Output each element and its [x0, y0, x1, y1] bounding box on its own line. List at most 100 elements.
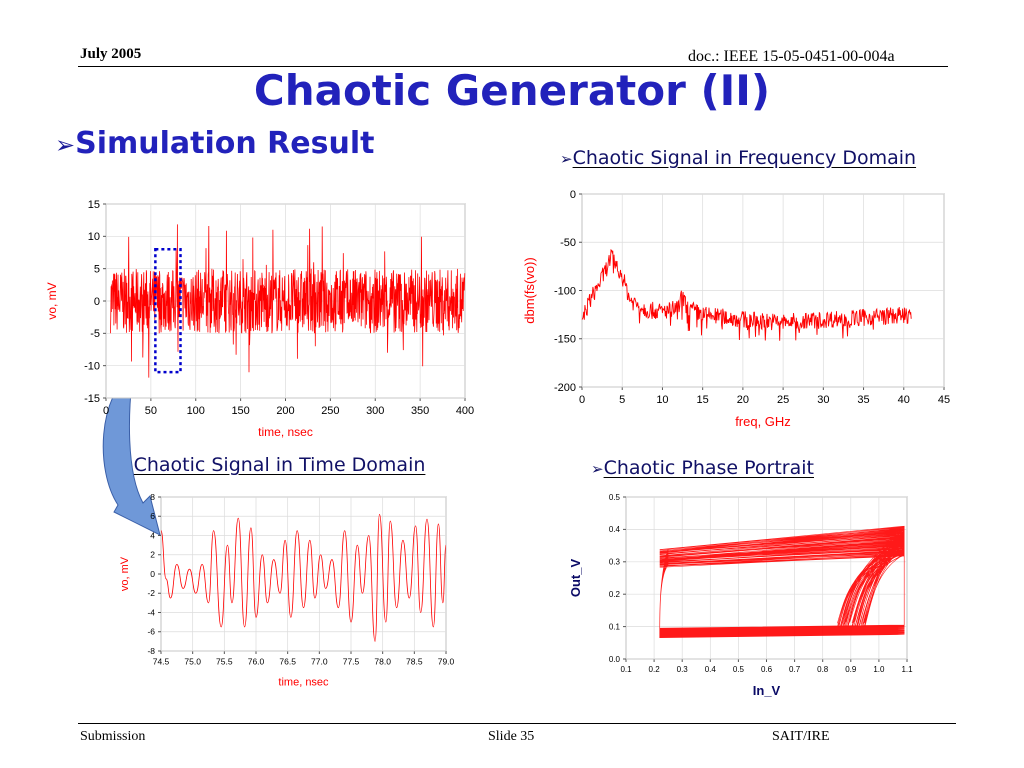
time_zoom-ytick-label: -8 [147, 646, 155, 656]
time_zoom-xtick-label: 74.5 [153, 657, 170, 667]
zoom-highlight-box [154, 248, 182, 374]
subtitle-text: Simulation Result [75, 126, 375, 161]
time_overview-ytick-label: 5 [94, 264, 100, 276]
time_overview-xtick-label: 100 [187, 405, 205, 417]
time_zoom-ytick-label: -6 [147, 627, 155, 637]
freq_domain-xtick-label: 0 [579, 394, 585, 406]
phase_portrait-ytick-label: 0.5 [609, 493, 621, 502]
header-date: July 2005 [80, 46, 142, 62]
time_zoom-ytick-label: 8 [150, 492, 155, 502]
time_overview-ytick-label: -10 [84, 361, 100, 373]
time_zoom-xtick-label: 76.5 [279, 657, 296, 667]
freq_domain-xtick-label: 20 [737, 394, 749, 406]
time_overview-ytick-label: -15 [84, 393, 100, 405]
time_overview-chart [103, 203, 466, 401]
freq_domain-xtick-label: 5 [619, 394, 625, 406]
time_zoom-xlabel: time, nsec [278, 677, 329, 689]
time_zoom-xtick-label: 77.0 [311, 657, 328, 667]
freq_domain-ytick-label: -150 [554, 334, 576, 346]
time_overview-ytick-label: 0 [94, 296, 100, 308]
phase_portrait-ytick-label: 0.0 [609, 655, 621, 664]
slide-title: Chaotic Generator (II) [253, 66, 771, 115]
phase_portrait-xtick-label: 0.8 [817, 665, 829, 674]
bullet-arrow-icon: ➢ [55, 131, 76, 159]
footer-left: Submission [80, 729, 146, 744]
freq_domain-xtick-label: 10 [656, 394, 668, 406]
phase_portrait-xtick-label: 0.4 [705, 665, 717, 674]
phase_portrait-ytick-label: 0.1 [609, 622, 621, 631]
time_zoom-xtick-label: 79.0 [438, 657, 455, 667]
time_overview-ylabel: vo, mV [45, 282, 59, 319]
time_overview-xtick-label: 400 [456, 405, 474, 417]
time_zoom-ytick-label: -4 [147, 607, 155, 617]
freq_domain-xtick-label: 25 [777, 394, 789, 406]
time_overview-ytick-label: 10 [88, 231, 100, 243]
freq_domain-ytick-label: 0 [570, 189, 576, 201]
phase_portrait-xtick-label: 1.1 [901, 665, 913, 674]
phase_portrait-xlabel: In_V [753, 683, 781, 698]
time_zoom-ytick-label: 2 [150, 550, 155, 560]
time-zoom-series [160, 513, 447, 642]
bullet-arrow-icon: ➢ [591, 460, 604, 478]
freq_domain-xtick-label: 15 [697, 394, 709, 406]
phase_portrait-xtick-label: 0.3 [677, 665, 689, 674]
time_zoom-xtick-label: 77.5 [343, 657, 360, 667]
time_zoom-xtick-label: 78.0 [374, 657, 391, 667]
phase_portrait-xtick-label: 0.7 [789, 665, 801, 674]
phase_portrait-xtick-label: 0.9 [845, 665, 857, 674]
time_overview-xtick-label: 200 [276, 405, 294, 417]
time_zoom-chart [158, 496, 447, 654]
footer-rule [78, 723, 956, 724]
footer-center: Slide 35 [488, 729, 535, 744]
time_overview-xtick-label: 150 [231, 405, 249, 417]
phase_portrait-ytick-label: 0.4 [609, 525, 621, 534]
caption-phase-text: Chaotic Phase Portrait [603, 457, 814, 479]
time_overview-xtick-label: 300 [366, 405, 384, 417]
phase_portrait-xtick-label: 0.1 [620, 665, 632, 674]
freq_domain-xtick-label: 35 [857, 394, 869, 406]
caption-freq: ➢Chaotic Signal in Frequency Domain [560, 147, 916, 169]
slide-subtitle: ➢Simulation Result [55, 126, 374, 161]
freq_domain-xtick-label: 40 [898, 394, 910, 406]
phase_portrait-chart [623, 496, 908, 662]
freq_domain-ylabel: dbm(fs(vo)) [522, 257, 537, 323]
phase_portrait-ytick-label: 0.2 [609, 590, 621, 599]
freq_domain-xtick-label: 45 [938, 394, 950, 406]
footer-right: SAIT/IRE [772, 729, 830, 744]
caption-time-text: Chaotic Signal in Time Domain [133, 454, 426, 476]
caption-phase: ➢Chaotic Phase Portrait [591, 457, 814, 479]
phase_portrait-xtick-label: 0.6 [761, 665, 773, 674]
curved-arrow-icon [102, 370, 161, 536]
time_zoom-ytick-label: 0 [150, 569, 155, 579]
header-doc-id: doc.: IEEE 15-05-0451-00-004a [688, 48, 895, 65]
time_overview-xtick-label: 0 [103, 405, 109, 417]
freq_domain-ytick-label: -200 [554, 382, 576, 394]
time_overview-xtick-label: 350 [411, 405, 429, 417]
caption-freq-text: Chaotic Signal in Frequency Domain [572, 147, 917, 169]
time_zoom-xtick-label: 75.5 [216, 657, 233, 667]
time_zoom-ytick-label: 4 [150, 530, 155, 540]
time_zoom-xtick-label: 76.0 [248, 657, 265, 667]
time_overview-xtick-label: 250 [321, 405, 339, 417]
bullet-arrow-icon: ➢ [560, 150, 573, 168]
time_overview-xlabel: time, nsec [258, 425, 313, 439]
phase_portrait-xtick-label: 0.5 [733, 665, 745, 674]
freq_domain-xlabel: freq, GHz [735, 414, 791, 429]
time-overview-series [110, 224, 466, 378]
freq_domain-ytick-label: -50 [560, 237, 576, 249]
freq_domain-ytick-label: -100 [554, 285, 576, 297]
freq-series [581, 248, 912, 341]
time_zoom-xtick-label: 78.5 [406, 657, 423, 667]
time_zoom-ytick-label: -2 [147, 588, 155, 598]
time_overview-xtick-label: 50 [145, 405, 157, 417]
phase_portrait-xtick-label: 1.0 [873, 665, 885, 674]
phase_portrait-xtick-label: 0.2 [649, 665, 661, 674]
freq_domain-xtick-label: 30 [817, 394, 829, 406]
phase-portrait-series [659, 525, 905, 639]
phase_portrait-ylabel: Out_V [568, 559, 583, 598]
header-rule [78, 66, 948, 67]
phase_portrait-ytick-label: 0.3 [609, 558, 621, 567]
time_overview-ytick-label: -5 [90, 328, 100, 340]
time_zoom-ytick-label: 6 [150, 511, 155, 521]
